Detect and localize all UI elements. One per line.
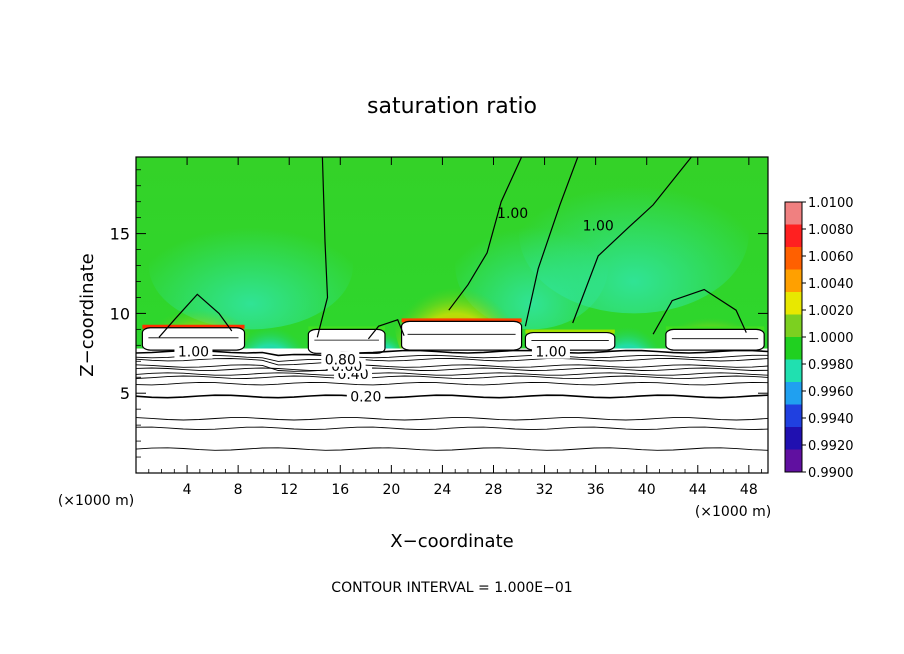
contour-label: 1.00 xyxy=(178,345,209,361)
contour-lines: 0.200.400.600.801.00 1.001.001.00 xyxy=(136,157,768,451)
cloud-region xyxy=(665,328,765,351)
colorbar-label: 0.9900 xyxy=(808,466,854,481)
chart-title: saturation ratio xyxy=(367,94,537,119)
contour-label: 0.80 xyxy=(325,353,356,369)
contour-line xyxy=(136,426,768,431)
colorbar-swatch xyxy=(785,269,802,293)
contour-label-bg xyxy=(531,343,570,359)
cloud-top-band xyxy=(665,326,765,331)
x-unit-right: (×1000 m) xyxy=(695,504,771,520)
x-tick-label: 28 xyxy=(485,482,503,498)
cloud-regions xyxy=(141,318,765,354)
contour-line xyxy=(136,447,768,451)
colorbar-label: 1.0020 xyxy=(808,304,854,319)
colorbar-swatch xyxy=(785,314,802,338)
contour-line xyxy=(136,364,768,372)
colorbar: 1.0100 1.0080 1.0060 1.0040 1.0020 1.0000 0.99… xyxy=(784,196,854,481)
contour-label: 1.00 xyxy=(535,345,566,361)
contour-interval-note: CONTOUR INTERVAL = 1.000E−01 xyxy=(331,580,572,596)
x-tick-label: 36 xyxy=(587,482,605,498)
x-axis: 4 8 12 16 20 24 28 32 36 40 44 48 xyxy=(148,157,763,498)
colorbar-swatch xyxy=(785,337,802,360)
x-tick-label: 12 xyxy=(280,482,298,498)
saturation-contour xyxy=(572,157,692,324)
colorbar-label: 1.0000 xyxy=(808,331,854,346)
contour-line xyxy=(136,417,768,421)
colorbar-label: 1.0080 xyxy=(808,223,854,238)
saturation-contour xyxy=(316,157,329,338)
saturation-contour xyxy=(524,157,579,327)
x-tick-label: 16 xyxy=(331,482,349,498)
colorbar-swatch xyxy=(785,224,802,248)
y-tick-label: 5 xyxy=(120,384,130,403)
x-tick-label: 32 xyxy=(536,482,554,498)
contour-line xyxy=(136,372,768,376)
cloud-region xyxy=(400,320,523,351)
contour-line xyxy=(136,349,768,357)
colorbar-label: 1.0100 xyxy=(808,196,854,211)
colorbar-swatch xyxy=(785,292,802,315)
contour-label-bg xyxy=(346,388,385,404)
contour-label-bg xyxy=(321,351,360,367)
colorbar-label: 1.0040 xyxy=(808,277,854,292)
y-axis: 5 10 15 xyxy=(110,169,768,458)
saturation-contour xyxy=(652,288,747,335)
subsaturated-layer xyxy=(136,348,768,473)
colorbar-label: 0.9920 xyxy=(808,439,854,454)
x-tick-label: 40 xyxy=(638,482,656,498)
saturation-contour xyxy=(158,293,233,338)
saturation-contour xyxy=(367,319,405,340)
x-tick-label: 24 xyxy=(434,482,452,498)
colorbar-swatch xyxy=(785,247,802,270)
x-tick-label: 44 xyxy=(689,482,707,498)
colorbar-swatch xyxy=(785,404,802,428)
colorbar-label: 1.0060 xyxy=(808,250,854,265)
contour-line xyxy=(136,354,768,362)
x-tick-label: 8 xyxy=(234,482,243,498)
contour-line xyxy=(136,381,768,386)
colorbar-label: 0.9960 xyxy=(808,385,854,400)
plot-frame xyxy=(135,156,769,474)
colorbar-swatch xyxy=(785,202,802,225)
x-axis-label: X−coordinate xyxy=(390,531,513,552)
contour-label-bg xyxy=(174,343,213,359)
contour-line xyxy=(136,394,768,399)
contour-line xyxy=(136,367,768,371)
y-tick-label: 10 xyxy=(110,304,130,323)
x-unit-left: (×1000 m) xyxy=(58,493,134,509)
colorbar-swatch xyxy=(785,359,802,383)
cloud-top-band xyxy=(142,324,245,329)
colorbar-swatch xyxy=(785,382,802,405)
cloud-top-band xyxy=(308,326,385,331)
contour-label: 1.00 xyxy=(583,219,614,235)
y-axis-label: Z−coordinate xyxy=(77,253,98,376)
contour-line xyxy=(136,358,768,366)
cloud-top-band xyxy=(401,318,522,323)
contour-line xyxy=(136,375,768,379)
x-tick-label: 48 xyxy=(740,482,758,498)
y-tick-label: 15 xyxy=(110,225,130,244)
contour-label: 0.20 xyxy=(350,389,381,405)
x-tick-label: 20 xyxy=(382,482,400,498)
plot-area: 0.200.400.600.801.00 1.001.001.00 xyxy=(136,157,768,473)
colorbar-label: 0.9940 xyxy=(808,412,854,427)
contour-label: 1.00 xyxy=(497,206,528,222)
saturation-contour xyxy=(448,157,523,311)
x-tick-label: 4 xyxy=(183,482,192,498)
cloud-top-band xyxy=(525,329,615,334)
colorbar-label: 0.9980 xyxy=(808,358,854,373)
colorbar-swatch xyxy=(785,427,802,450)
colorbar-swatch xyxy=(785,449,802,473)
